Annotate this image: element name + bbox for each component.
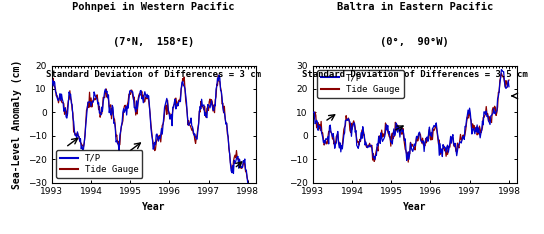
X-axis label: Year: Year <box>142 202 165 212</box>
X-axis label: Year: Year <box>403 202 426 212</box>
Text: (0°,  90°W): (0°, 90°W) <box>380 37 449 48</box>
Text: Standard Deviation of Differences = 3.5 cm: Standard Deviation of Differences = 3.5 … <box>302 70 528 79</box>
Text: Baltra in Eastern Pacific: Baltra in Eastern Pacific <box>337 2 493 12</box>
Legend: T/P, Tide Gauge: T/P, Tide Gauge <box>317 70 404 98</box>
Y-axis label: Sea-Level Anomaly (cm): Sea-Level Anomaly (cm) <box>13 59 22 189</box>
Legend: T/P, Tide Gauge: T/P, Tide Gauge <box>56 150 143 178</box>
Text: (7°N,  158°E): (7°N, 158°E) <box>113 37 194 48</box>
Text: Pohnpei in Western Pacific: Pohnpei in Western Pacific <box>72 2 235 12</box>
Text: Standard Deviation of Differences = 3 cm: Standard Deviation of Differences = 3 cm <box>46 70 261 79</box>
